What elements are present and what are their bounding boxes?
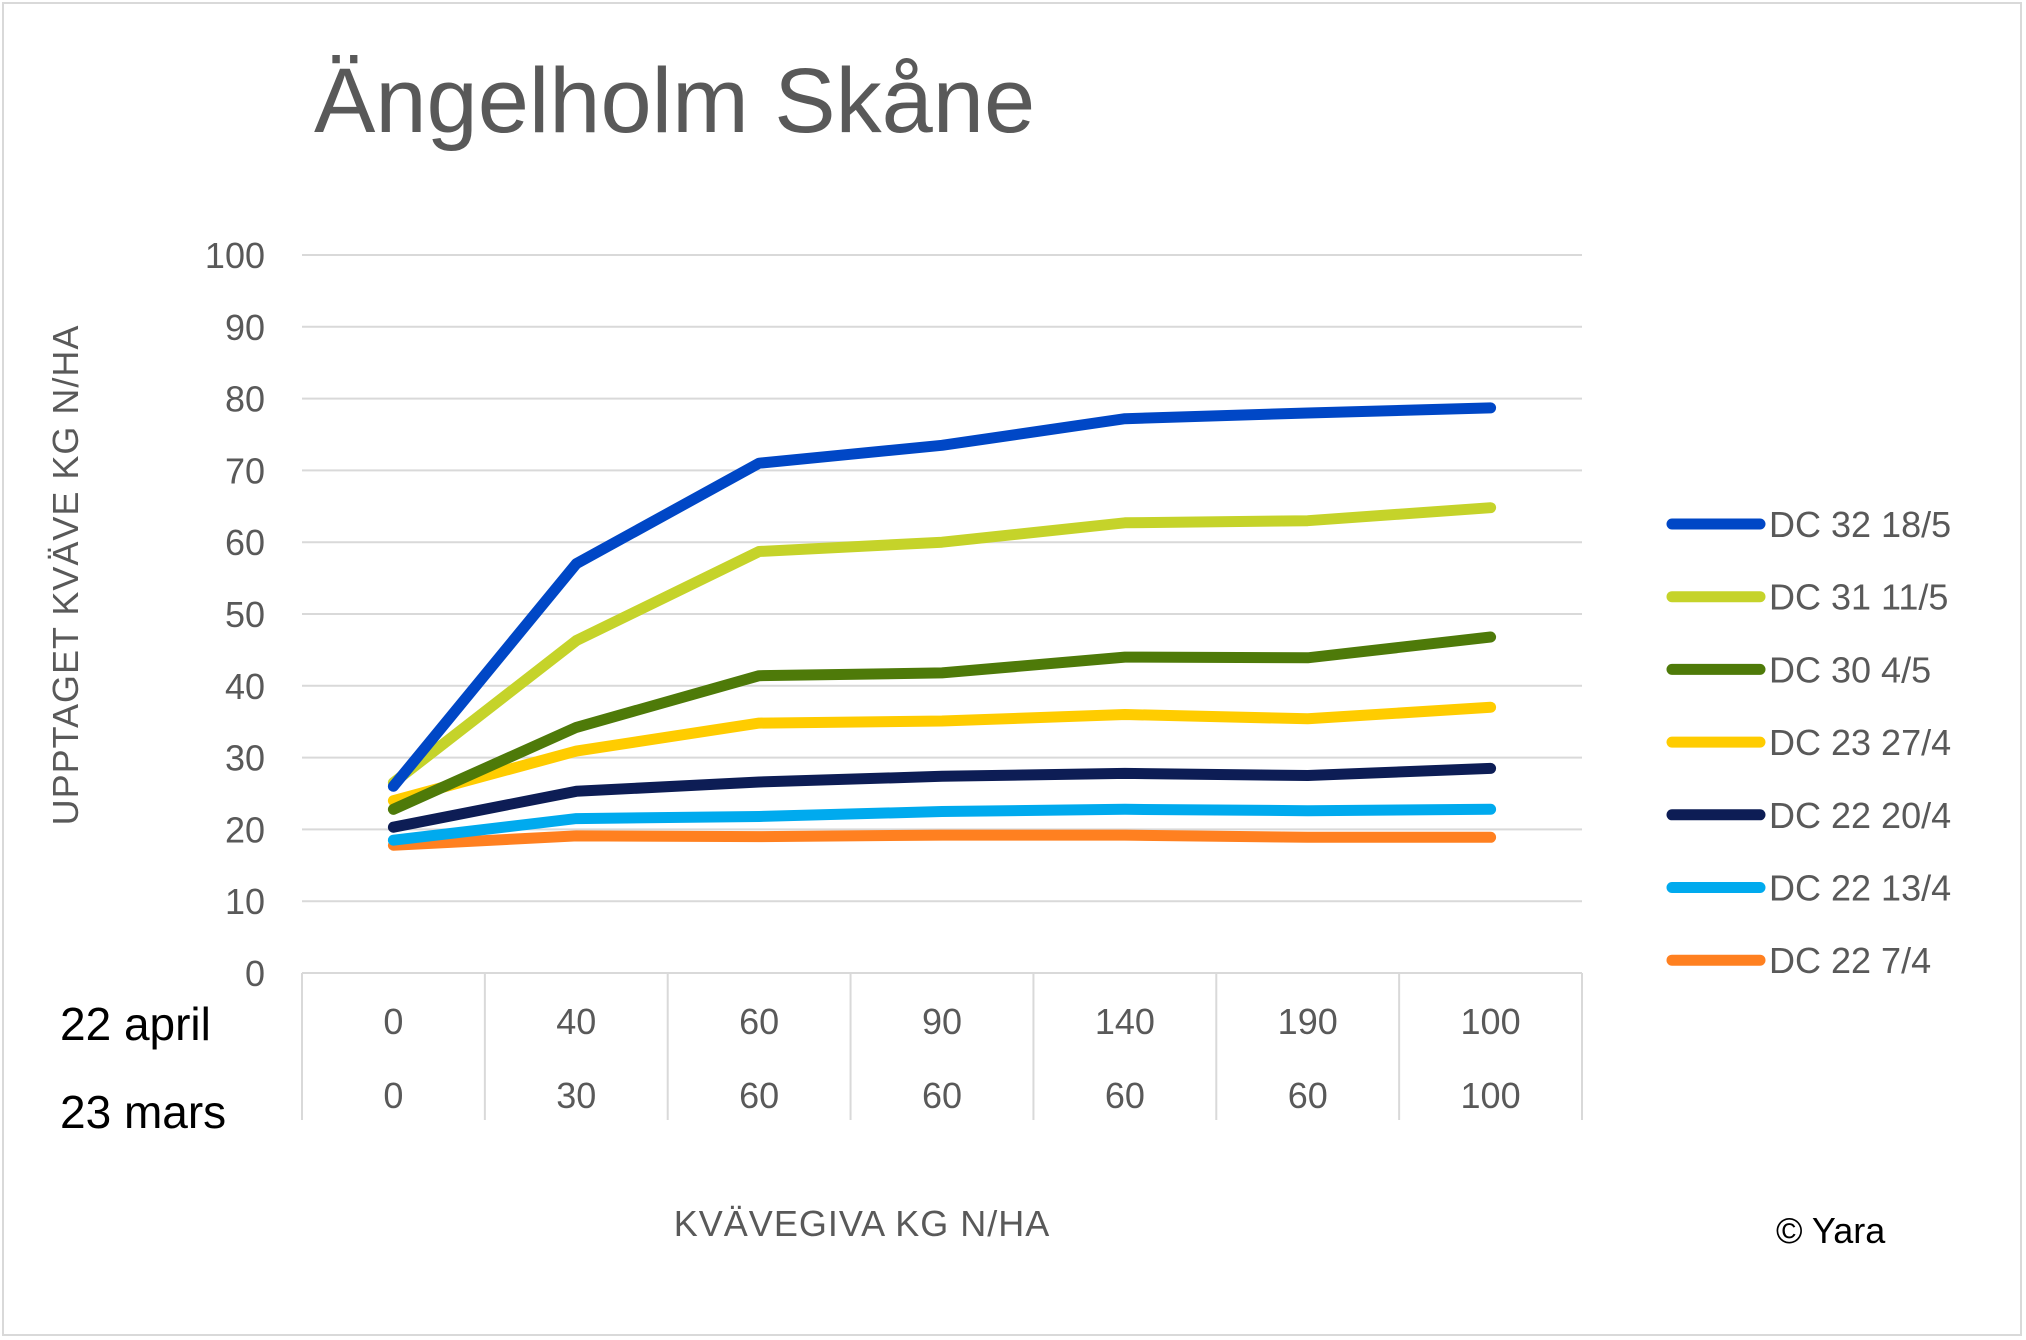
x-tick-label: 90	[922, 1001, 962, 1042]
series-line-5	[387, 803, 1497, 846]
y-tick-label: 40	[225, 666, 265, 707]
x-tick-label: 60	[922, 1075, 962, 1116]
gridlines	[302, 254, 1582, 974]
x-tick-label: 60	[1105, 1075, 1145, 1116]
y-tick-label: 100	[205, 235, 265, 276]
x-tick-label: 0	[383, 1075, 403, 1116]
legend-label: DC 23 27/4	[1769, 722, 1951, 763]
series-line-1	[387, 502, 1497, 789]
x-tick-label: 140	[1095, 1001, 1155, 1042]
x-axis-title: KVÄVEGIVA KG N/HA	[674, 1203, 1050, 1244]
y-tick-label: 10	[225, 881, 265, 922]
y-axis-title: UPPTAGET KVÄVE KG N/HA	[45, 325, 86, 826]
y-tick-label: 30	[225, 738, 265, 779]
x-axis-table: 22 april 0 40 60 90 140 190 100 23 mars 0 30 60 60 60…	[60, 973, 1583, 1138]
y-tick-label: 80	[225, 379, 265, 420]
chart-title: Ängelholm Skåne	[314, 50, 1035, 152]
series-line-6	[387, 829, 1497, 851]
x-tick-label: 60	[739, 1075, 779, 1116]
y-tick-label: 0	[245, 953, 265, 994]
x-tick-label: 0	[383, 1001, 403, 1042]
y-tick-labels: 0 10 20 30 40 50 60 70 80 90 100	[205, 235, 265, 994]
copyright-text: © Yara	[1776, 1210, 1886, 1251]
legend-label: DC 30 4/5	[1769, 649, 1931, 690]
x-tick-label: 100	[1461, 1001, 1521, 1042]
legend-label: DC 22 20/4	[1769, 795, 1951, 836]
series-line-2	[387, 631, 1497, 815]
series-line-4	[387, 762, 1497, 833]
series-line-0	[387, 402, 1497, 792]
x-tick-label: 30	[556, 1075, 596, 1116]
y-tick-label: 90	[225, 307, 265, 348]
y-tick-label: 70	[225, 450, 265, 491]
y-tick-label: 60	[225, 522, 265, 563]
category-row-label: 22 april	[60, 998, 211, 1050]
legend-label: DC 32 18/5	[1769, 504, 1951, 545]
legend-label: DC 31 11/5	[1769, 577, 1948, 618]
series-line-3	[387, 701, 1497, 807]
x-tick-label: 190	[1278, 1001, 1338, 1042]
x-tick-label: 60	[1288, 1075, 1328, 1116]
x-tick-label: 100	[1461, 1075, 1521, 1116]
series-lines	[387, 402, 1497, 851]
legend-label: DC 22 13/4	[1769, 868, 1951, 909]
category-row-label: 23 mars	[60, 1086, 226, 1138]
y-tick-label: 20	[225, 809, 265, 850]
x-tick-label: 60	[739, 1001, 779, 1042]
legend-label: DC 22 7/4	[1769, 940, 1931, 981]
x-tick-label: 40	[556, 1001, 596, 1042]
legend: DC 32 18/5 DC 31 11/5 DC 30 4/5 DC 23 27/4 D…	[1666, 504, 1951, 981]
y-tick-label: 50	[225, 594, 265, 635]
